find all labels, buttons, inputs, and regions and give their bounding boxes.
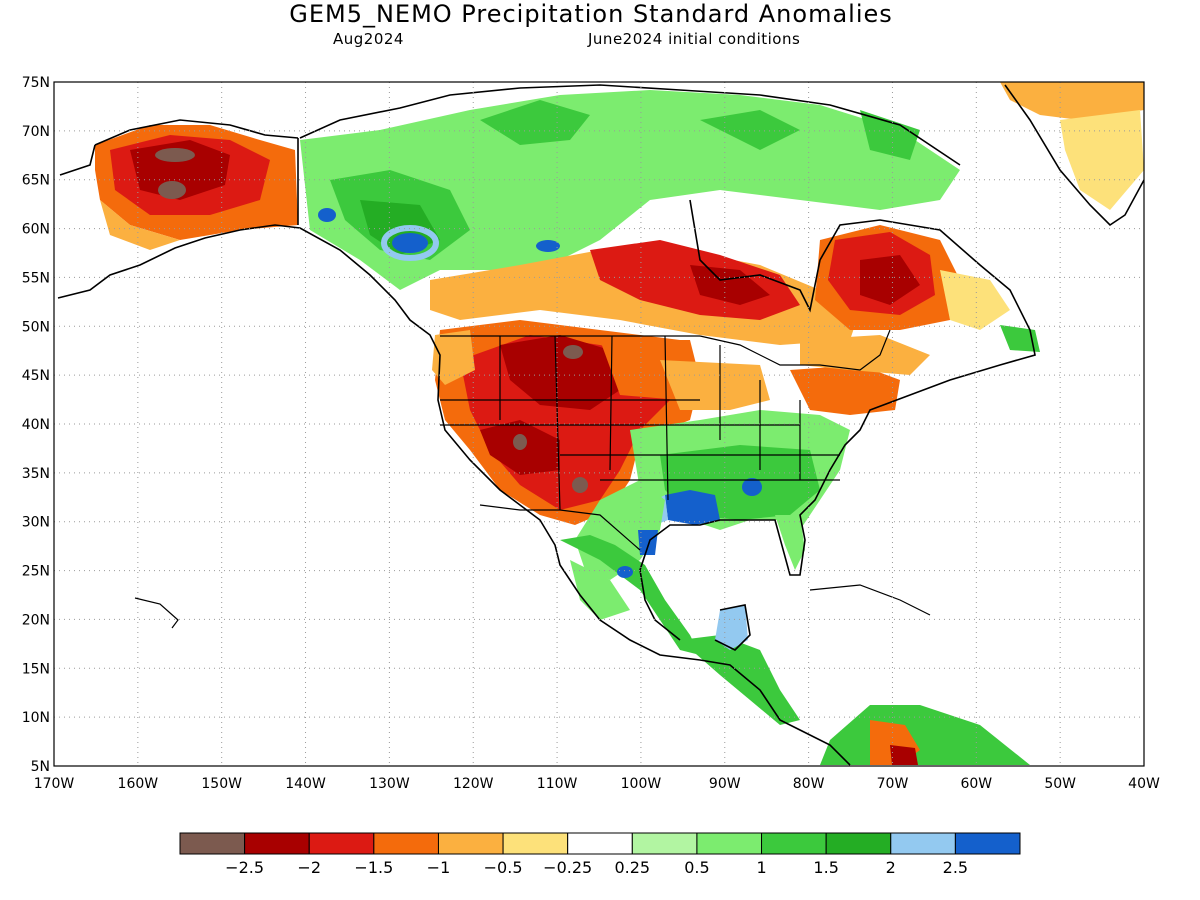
hudson-darkred [690, 265, 770, 305]
longitude-tick-label: 50W [1044, 776, 1076, 792]
colorbar-labels: −2.5 −2 −1.5 −1 −0.5 −0.25 0.25 0.5 1 1.5 2 2.5 [225, 858, 968, 877]
mexico-green [560, 535, 700, 655]
longitude-tick-label: 110W [537, 776, 578, 792]
latitude-tick-label: 5N [31, 759, 50, 775]
latitude-tick-label: 45N [22, 368, 50, 384]
latitude-tick-label: 35N [22, 466, 50, 482]
arctic-green-patches [480, 100, 920, 160]
colorbar-label: −0.5 [484, 858, 523, 877]
longitude-tick-label: 150W [201, 776, 242, 792]
colorbar-swatch [373, 832, 439, 855]
lower-miss-blue [665, 490, 720, 525]
midwest-yellow [660, 360, 770, 410]
northeast-orange [790, 365, 900, 415]
pacific-nw-yellow [432, 330, 475, 385]
yucatan-lightblue [715, 605, 748, 650]
map-area [54, 82, 1144, 766]
central-america-green [680, 635, 800, 725]
longitude-tick-label: 120W [453, 776, 494, 792]
latitude-tick-label: 75N [22, 75, 50, 91]
latitude-tick-label: 40N [22, 417, 50, 433]
longitude-tick-label: 80W [793, 776, 825, 792]
longitude-tick-label: 70W [877, 776, 909, 792]
coastlines [57, 84, 1144, 766]
longitude-labels: 170W 160W 150W 140W 130W 120W 110W 100W 90W 80W 70… [34, 776, 1160, 792]
latitude-tick-label: 70N [22, 124, 50, 140]
latitude-tick-label: 20N [22, 612, 50, 628]
utah-brown [513, 434, 527, 450]
latitude-tick-label: 30N [22, 515, 50, 531]
colorbar-swatch [954, 832, 1021, 855]
colorbar-label: 0.25 [614, 858, 650, 877]
northeast-yellow [800, 335, 930, 375]
colorbar-swatch [761, 832, 827, 855]
south-america-red [890, 745, 918, 765]
labrador-yellow [940, 270, 1010, 330]
greenland-yellow [1000, 82, 1144, 120]
longitude-tick-label: 170W [34, 776, 75, 792]
colorbar-swatch [502, 832, 569, 855]
colorbar-swatch [631, 832, 698, 855]
colorbar-swatch [696, 832, 763, 855]
colorbar-label: 1.5 [813, 858, 838, 877]
mexico-green-light [570, 560, 630, 620]
bc-blue [392, 233, 428, 253]
colorbar-label: −1.5 [354, 858, 393, 877]
latitude-tick-label: 10N [22, 710, 50, 726]
colorbar-label: 2 [886, 858, 896, 877]
latitude-tick-label: 55N [22, 270, 50, 286]
longitude-tick-label: 90W [709, 776, 741, 792]
greenland-lightyellow [1060, 110, 1144, 210]
colorbar-label: −2 [297, 858, 321, 877]
colorbar-label: −2.5 [225, 858, 264, 877]
alaska-yellow-edge [100, 200, 180, 250]
colorbar-swatch [890, 832, 956, 855]
gridlines [54, 82, 1144, 766]
colorbar-label: 0.5 [684, 858, 709, 877]
initial-conditions: June2024 initial conditions [588, 30, 801, 48]
latitude-tick-label: 15N [22, 661, 50, 677]
longitude-tick-label: 40W [1128, 776, 1160, 792]
yukon-blue [318, 208, 336, 222]
colorbar-swatch [308, 832, 375, 855]
georgia-blue [742, 478, 762, 496]
colorbar-label: −1 [427, 858, 451, 877]
colorbar [179, 832, 1021, 855]
colorbar-swatch [244, 832, 310, 855]
newmexico-brown [572, 477, 588, 493]
montana-brown [563, 345, 583, 359]
longitude-tick-label: 160W [118, 776, 159, 792]
colorbar-swatch [825, 832, 892, 855]
longitude-tick-label: 100W [621, 776, 662, 792]
longitude-tick-label: 140W [285, 776, 326, 792]
mexico-blue [617, 566, 633, 578]
colorbar-label: −0.25 [543, 858, 592, 877]
longitude-tick-label: 130W [369, 776, 410, 792]
quebec-darkred [860, 255, 920, 305]
map-frame [53, 81, 1145, 767]
texas-blue [638, 530, 658, 555]
colorbar-label: 1 [756, 858, 766, 877]
central-canada-blue [536, 240, 560, 252]
bc-light-blue [381, 225, 439, 261]
alaska-brown-1 [155, 148, 195, 162]
anomaly-field [95, 82, 1144, 765]
latitude-tick-label: 50N [22, 319, 50, 335]
latitude-tick-label: 25N [22, 564, 50, 580]
alaska-brown-2 [158, 181, 186, 199]
longitude-tick-label: 60W [960, 776, 992, 792]
colorbar-swatch [437, 832, 504, 855]
latitude-tick-label: 65N [22, 173, 50, 189]
latitude-labels: 5N 10N 15N 20N 25N 30N 35N 40N 45N 50N 55N 60N 65N 70… [22, 75, 50, 775]
valid-month: Aug2024 [333, 30, 404, 48]
colorbar-swatch [567, 832, 633, 855]
colorbar-swatch [179, 832, 246, 855]
canada-north-green [300, 90, 960, 290]
map-title: GEM5_NEMO Precipitation Standard Anomali… [289, 0, 893, 28]
latitude-tick-label: 60N [22, 222, 50, 238]
florida-green [775, 515, 805, 570]
colorbar-label: 2.5 [943, 858, 968, 877]
